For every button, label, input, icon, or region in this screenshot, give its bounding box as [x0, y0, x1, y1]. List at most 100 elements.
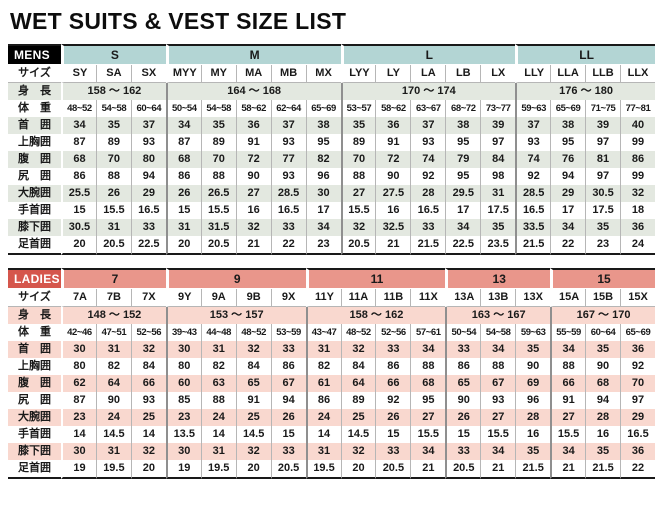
value-cell: 74: [515, 151, 551, 168]
value-cell: 21: [410, 460, 446, 479]
row-label: 手首囲: [8, 202, 61, 219]
value-cell: 99: [620, 134, 655, 151]
row-label: 首 囲: [8, 117, 61, 134]
value-cell: 87: [61, 134, 96, 151]
row-label: 膝下囲: [8, 219, 61, 236]
value-cell: 98: [480, 168, 515, 185]
value-cell: 25.5: [61, 185, 96, 202]
value-cell: 20.5: [340, 236, 376, 255]
value-cell: 68: [410, 375, 446, 392]
size-cell: LLB: [585, 65, 620, 83]
weight-cell: 44~48: [200, 324, 236, 341]
size-cell: 13B: [480, 289, 516, 307]
value-cell: 15.5: [550, 426, 585, 443]
value-cell: 66: [550, 375, 586, 392]
weight-cell: 65~69: [620, 324, 655, 341]
value-cell: 16.5: [410, 202, 445, 219]
ladies-size-row: サイズ 7A 7B 7X 9Y 9A 9B 9X 11Y 11A 11B 11X 13A 13B 13X 15…: [8, 289, 655, 307]
mens-measurement-row: 腹 囲 68 70 80 68 70 72 77 82 70 72 74 79 84 74 76 81 86: [8, 151, 655, 168]
value-cell: 31: [165, 219, 201, 236]
row-label: 身 長: [8, 83, 61, 100]
value-cell: 88: [480, 358, 515, 375]
group-header: 11: [305, 268, 446, 289]
value-cell: 34: [165, 117, 201, 134]
ladies-height-row: 身 長 148 〜 152 153 〜 157 158 〜 162 163 〜 167 1…: [8, 307, 655, 324]
group-header: 9: [165, 268, 306, 289]
value-cell: 87: [165, 134, 201, 151]
value-cell: 21: [375, 236, 411, 255]
value-cell: 14: [61, 426, 96, 443]
size-cell: LX: [480, 65, 516, 83]
value-cell: 31: [305, 443, 341, 460]
size-cell: SA: [95, 65, 131, 83]
value-cell: 24: [305, 409, 341, 426]
height-cell: 176 〜 180: [515, 83, 655, 100]
value-cell: 29: [620, 409, 655, 426]
value-cell: 14: [130, 426, 166, 443]
value-cell: 20.5: [270, 460, 306, 479]
value-cell: 35: [515, 443, 551, 460]
value-cell: 34: [480, 341, 516, 358]
size-cell: LLX: [620, 65, 655, 83]
value-cell: 32: [620, 185, 655, 202]
value-cell: 23: [585, 236, 620, 255]
value-cell: 15.5: [340, 202, 376, 219]
value-cell: 65: [445, 375, 481, 392]
row-label: 手首囲: [8, 426, 61, 443]
row-label: サイズ: [8, 65, 61, 83]
size-cell: SX: [130, 65, 166, 83]
value-cell: 20: [235, 460, 271, 479]
size-cell: MA: [235, 65, 271, 83]
size-cell: LY: [375, 65, 411, 83]
value-cell: 84: [340, 358, 376, 375]
row-label: 膝下囲: [8, 443, 61, 460]
mens-measurement-row: 上胸囲 87 89 93 87 89 91 93 95 89 91 93 95 97 93 95 97 99: [8, 134, 655, 151]
value-cell: 70: [340, 151, 376, 168]
value-cell: 25: [130, 409, 166, 426]
weight-cell: 77~81: [620, 100, 655, 117]
value-cell: 16: [515, 426, 550, 443]
size-cell: 7B: [95, 289, 131, 307]
value-cell: 16: [585, 426, 620, 443]
value-cell: 33.5: [515, 219, 551, 236]
weight-cell: 53~59: [270, 324, 306, 341]
value-cell: 14: [305, 426, 341, 443]
value-cell: 27.5: [375, 185, 411, 202]
value-cell: 20.5: [200, 236, 236, 255]
value-cell: 84: [130, 358, 166, 375]
value-cell: 32: [340, 219, 376, 236]
value-cell: 14.5: [235, 426, 271, 443]
ladies-measurement-row: 尻 囲 87 90 93 85 88 91 94 86 89 92 95 90 93 96 91 94 97: [8, 392, 655, 409]
value-cell: 97: [620, 392, 655, 409]
value-cell: 28: [410, 185, 446, 202]
value-cell: 15: [165, 202, 201, 219]
mens-measurement-row: 尻 囲 86 88 94 86 88 90 93 96 88 90 92 95 98 92 94 97 99: [8, 168, 655, 185]
row-label: 腹 囲: [8, 375, 61, 392]
value-cell: 31: [305, 341, 341, 358]
weight-cell: 71~75: [585, 100, 620, 117]
value-cell: 33: [270, 443, 306, 460]
value-cell: 64: [340, 375, 376, 392]
value-cell: 96: [305, 168, 341, 185]
value-cell: 92: [620, 358, 655, 375]
value-cell: 90: [375, 168, 410, 185]
row-label: 腹 囲: [8, 151, 61, 168]
value-cell: 95: [305, 134, 341, 151]
weight-cell: 59~63: [515, 100, 550, 117]
value-cell: 63: [200, 375, 236, 392]
height-cell: 153 〜 157: [165, 307, 306, 324]
value-cell: 36: [620, 219, 655, 236]
weight-cell: 60~64: [130, 100, 166, 117]
size-cell: LLA: [550, 65, 586, 83]
value-cell: 93: [130, 134, 166, 151]
value-cell: 16.5: [620, 426, 655, 443]
value-cell: 20: [340, 460, 376, 479]
group-header: S: [61, 44, 166, 65]
value-cell: 27: [550, 409, 586, 426]
value-cell: 89: [95, 134, 131, 151]
ladies-measurement-row: 上胸囲 80 82 84 80 82 84 86 82 84 86 88 86 88 90 88 90 92: [8, 358, 655, 375]
value-cell: 35: [340, 117, 376, 134]
weight-cell: 52~56: [375, 324, 410, 341]
value-cell: 36: [375, 117, 411, 134]
value-cell: 94: [270, 392, 306, 409]
